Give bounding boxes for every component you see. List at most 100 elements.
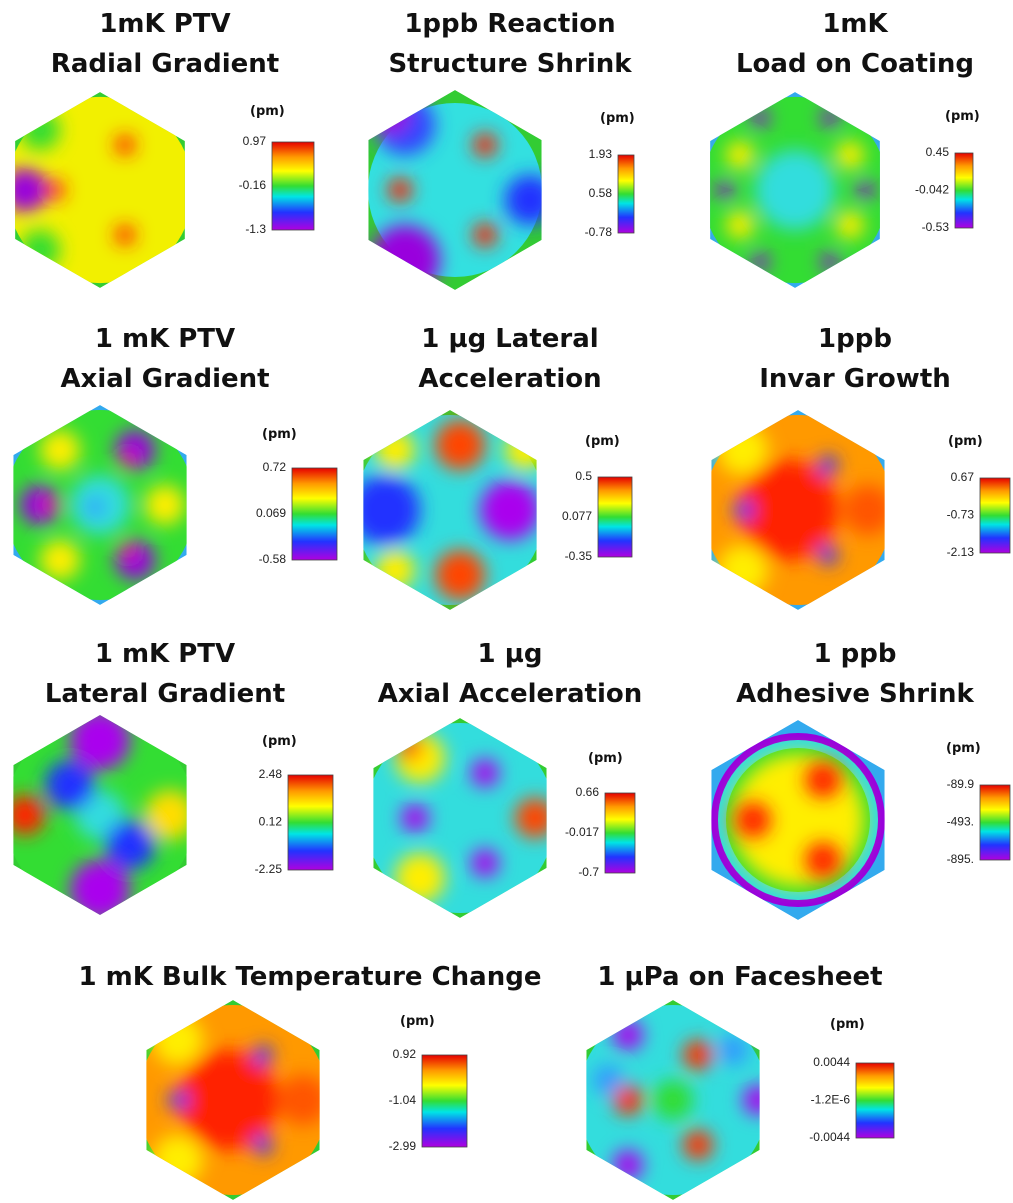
spot	[505, 430, 537, 470]
spot	[718, 1035, 748, 1065]
panel-title: 1ppb Reaction	[404, 9, 615, 39]
unit-label: (pm)	[585, 434, 620, 449]
spot	[20, 110, 60, 150]
colorbar-label: -895.	[947, 852, 974, 866]
spot	[115, 135, 135, 155]
spot	[726, 141, 754, 169]
spot	[40, 540, 80, 580]
spot	[716, 181, 734, 199]
colorbar-label: -0.78	[585, 225, 613, 239]
spot	[805, 762, 841, 798]
spot	[733, 500, 753, 520]
panel: 1 mK PTV Axial Gradient (pm) 0.72 0.069 -0.58	[13, 324, 338, 605]
spot	[818, 455, 838, 475]
spot	[370, 95, 410, 135]
spot	[726, 211, 754, 239]
spot	[821, 109, 839, 127]
colorbar-label: 0.58	[589, 186, 613, 200]
colorbar-label: -1.2E-6	[811, 1093, 851, 1107]
colorbar	[617, 154, 635, 234]
panel-title: 1mK	[822, 9, 888, 39]
colorbar-label: 0.069	[256, 506, 286, 520]
colorbar	[271, 141, 315, 231]
unit-label: (pm)	[262, 427, 297, 442]
spot	[843, 485, 885, 535]
colorbar-label: 0.0044	[813, 1055, 850, 1069]
unit-label: (pm)	[945, 109, 980, 124]
spot	[818, 545, 838, 565]
colorbar-label: -0.53	[922, 220, 950, 234]
spot	[15, 168, 47, 212]
spot	[505, 175, 542, 225]
colorbar-label: -0.16	[239, 178, 267, 192]
spot	[836, 141, 864, 169]
heatmap	[711, 720, 885, 920]
panel-title: Axial Gradient	[60, 364, 269, 394]
spot	[178, 1050, 278, 1150]
spot	[515, 798, 547, 838]
panel-title: 1mK PTV	[99, 9, 230, 39]
spot	[121, 543, 135, 557]
spot	[738, 460, 838, 560]
heatmap	[373, 718, 547, 918]
spot	[370, 225, 440, 290]
spot	[253, 1045, 273, 1065]
spot	[388, 178, 412, 202]
spot	[395, 733, 445, 783]
spot	[856, 181, 874, 199]
colorbar	[979, 784, 1011, 861]
spot	[805, 842, 841, 878]
spot	[613, 1085, 643, 1115]
heatmap	[710, 92, 880, 288]
spot	[395, 853, 445, 903]
colorbar-label: -89.9	[947, 777, 975, 791]
spots	[593, 1020, 760, 1180]
panel-title: 1 ppb	[814, 639, 897, 669]
colorbar-label: -1.04	[389, 1093, 417, 1107]
colorbar-label: -0.73	[947, 508, 975, 522]
heatmap	[13, 405, 187, 605]
unit-label: (pm)	[262, 734, 297, 749]
panel: 1 mK Bulk Temperature Change (pm) 0.92 -1.0…	[79, 962, 542, 1200]
spot	[40, 430, 80, 470]
panel-title: Lateral Gradient	[45, 679, 285, 709]
colorbar-label: -0.58	[259, 552, 287, 566]
spot	[363, 475, 420, 545]
spot	[735, 802, 771, 838]
spot	[751, 253, 769, 271]
unit-label: (pm)	[400, 1014, 435, 1029]
colorbar-label: 0.66	[576, 785, 600, 799]
panel: 1ppb Invar Growth (pm) 0.67 -0.73 -2.13	[711, 324, 1011, 610]
colorbar-label: 0.5	[575, 469, 592, 483]
panel-title: Adhesive Shrink	[736, 679, 974, 709]
colorbar-label: 0.077	[562, 509, 592, 523]
spot	[718, 425, 768, 475]
spots	[20, 430, 185, 580]
unit-label: (pm)	[250, 104, 285, 119]
spot	[718, 545, 768, 595]
colorbar-label: 0.45	[926, 145, 950, 159]
spot	[20, 485, 60, 525]
spot	[471, 759, 499, 787]
heatmap	[711, 410, 885, 610]
spot	[168, 1090, 188, 1110]
spot	[105, 820, 155, 870]
spot	[145, 485, 185, 525]
spot	[375, 550, 415, 590]
colorbar-label: -0.042	[915, 183, 949, 197]
colorbar-label: -0.35	[565, 549, 593, 563]
spot	[45, 760, 95, 810]
spot	[435, 420, 485, 470]
spot	[683, 1130, 713, 1160]
spots	[735, 762, 841, 878]
panel: 1mK Load on Coating (pm) 0.45 -0.042 -0.53	[710, 9, 980, 288]
panel-title: 1 mK Bulk Temperature Change	[79, 962, 542, 992]
panel-title: Axial Acceleration	[378, 679, 643, 709]
spot	[153, 1135, 203, 1185]
spot	[375, 430, 415, 470]
spot	[70, 860, 130, 915]
colorbar-label: 2.48	[259, 767, 283, 781]
colorbar-label: -0.0044	[809, 1130, 850, 1144]
colorbar-label: -0.017	[565, 825, 599, 839]
spot	[398, 736, 422, 760]
